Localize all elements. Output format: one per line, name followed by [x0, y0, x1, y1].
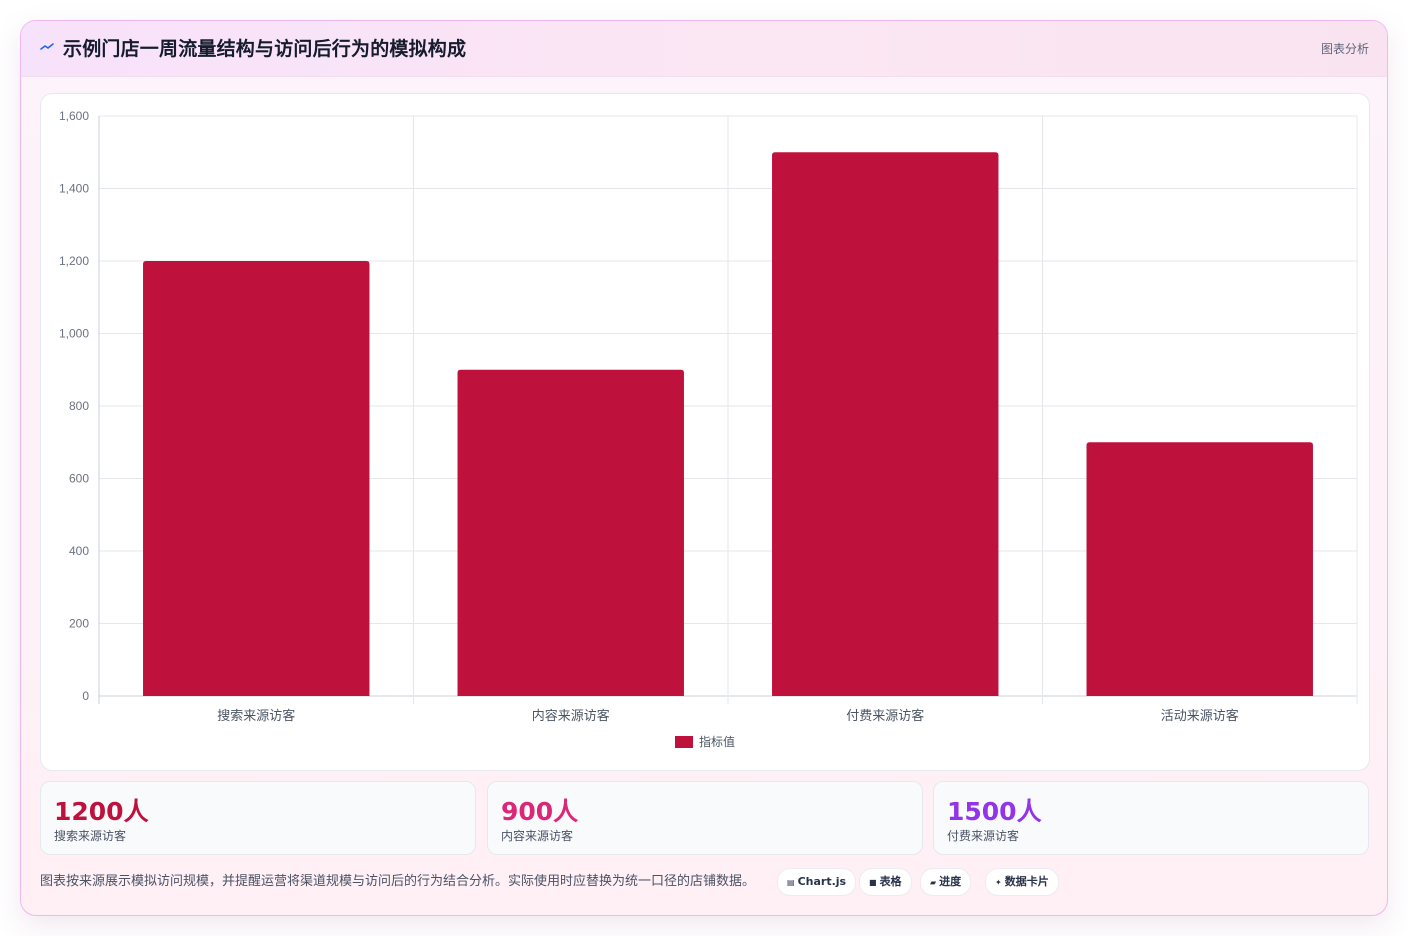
y-tick-label: 400: [69, 544, 89, 558]
x-tick-label: 付费来源访客: [846, 708, 924, 723]
bar-搜索来源访客: [143, 261, 370, 696]
y-tick-label: 800: [69, 399, 89, 413]
stat-card-search: 1200人 搜索来源访客: [40, 781, 476, 855]
y-tick-label: 0: [82, 689, 89, 703]
trend-line-icon: [40, 43, 54, 50]
y-tick-label: 1,600: [59, 109, 89, 123]
y-tick-label: 1,400: [59, 182, 89, 196]
y-tick-label: 600: [69, 472, 89, 486]
badge-table: ■ 表格: [859, 868, 912, 896]
x-tick-label: 内容来源访客: [532, 708, 610, 723]
stat-card-paid: 1500人 付费来源访客: [933, 781, 1369, 855]
legend-label: 指标值: [699, 734, 735, 749]
y-tick-label: 200: [69, 617, 89, 631]
chart-icon: ▤: [787, 878, 795, 887]
badge-label: Chart.js: [797, 875, 847, 888]
stat-value: 1500人: [947, 797, 1042, 826]
stat-label: 搜索来源访客: [54, 829, 127, 843]
header-tag: 图表分析: [1320, 42, 1369, 56]
badge-label: 进度: [939, 875, 962, 888]
card-header: 示例门店一周流量结构与访问后行为的模拟构成 图表分析: [21, 21, 1387, 77]
bar-活动来源访客: [1086, 442, 1313, 696]
progress-icon: ▰: [930, 878, 937, 887]
stat-label: 内容来源访客: [501, 829, 574, 843]
y-tick-label: 1,200: [59, 254, 89, 268]
x-tick-label: 活动来源访客: [1161, 708, 1239, 723]
x-tick-label: 搜索来源访客: [217, 708, 295, 723]
sparkle-icon: ✦: [995, 878, 1002, 887]
badge-label: 表格: [879, 875, 902, 888]
table-icon: ■: [869, 878, 877, 887]
bar-内容来源访客: [457, 369, 684, 696]
bar-chart: 0 200 400 600 800 1,000 1,200 1,400 1,600 搜索来源访客 内…: [59, 109, 1358, 749]
stat-cards: 1200人 搜索来源访客 900人 内容来源访客 1500人 付费来源访客: [40, 781, 1370, 855]
bar-付费来源访客: [772, 152, 999, 696]
legend-swatch: [675, 736, 693, 748]
stat-value: 1200人: [54, 797, 149, 826]
chart-panel: 0 200 400 600 800 1,000 1,200 1,400 1,600 搜索来源访客 内…: [40, 93, 1370, 771]
badge-datacard: ✦ 数据卡片: [985, 868, 1059, 896]
stat-card-content: 900人 内容来源访客: [487, 781, 923, 855]
badge-progress: ▰ 进度: [920, 868, 972, 896]
stat-label: 付费来源访客: [947, 829, 1020, 843]
stat-value: 900人: [501, 797, 579, 826]
y-tick-label: 1,000: [59, 327, 89, 341]
badge-chartjs: ▤ Chart.js: [777, 868, 857, 896]
chart-card: 示例门店一周流量结构与访问后行为的模拟构成 图表分析 0 200 400 600 800…: [20, 20, 1388, 916]
footnote: 图表按来源展示模拟访问规模，并提醒运营将渠道规模与访问后的行为结合分析。实际使用…: [40, 874, 756, 889]
badge-label: 数据卡片: [1004, 875, 1049, 888]
page-title: 示例门店一周流量结构与访问后行为的模拟构成: [63, 38, 467, 60]
